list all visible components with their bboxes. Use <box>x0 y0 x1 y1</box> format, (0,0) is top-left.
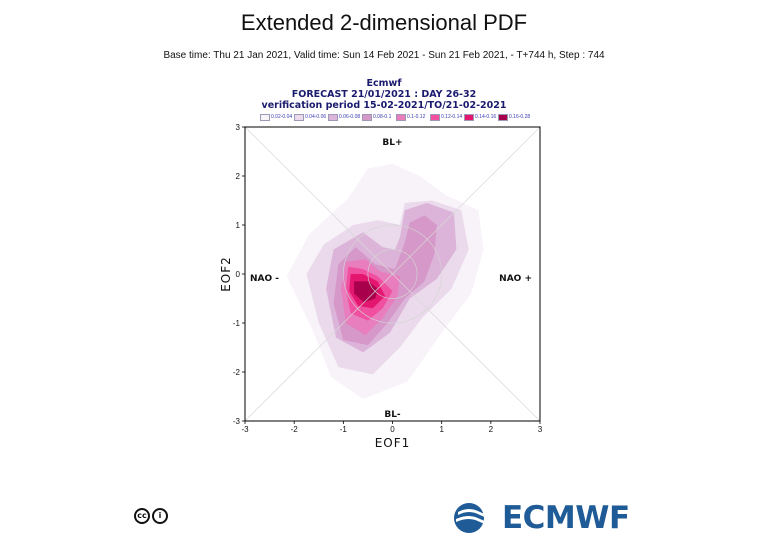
legend-label: 0.08-0.1 <box>373 114 392 120</box>
ecmwf-emblem-icon <box>454 503 498 533</box>
y-tick-label: -1 <box>233 319 241 328</box>
legend-label: 0.06-0.08 <box>339 114 361 120</box>
regime-label-top: BL+ <box>382 138 402 148</box>
diagonal-line <box>244 126 541 422</box>
y-tick-label: 0 <box>236 270 241 279</box>
legend-label: 0.16-0.28 <box>509 114 531 120</box>
y-tick-label: 1 <box>236 221 241 230</box>
by-icon: i <box>152 508 168 524</box>
x-tick-label: 0 <box>390 425 395 434</box>
y-tick-label: 2 <box>236 172 241 181</box>
legend-label: 0.02-0.04 <box>271 114 293 120</box>
x-tick-label: -3 <box>241 425 249 434</box>
legend-swatch <box>430 113 440 121</box>
legend-item: 0.06-0.08 <box>328 113 362 121</box>
legend-label: 0.1-0.12 <box>407 114 426 120</box>
regime-label-left: NAO - <box>250 274 279 284</box>
regime-label-right: NAO + <box>499 274 532 284</box>
x-tick-label: -2 <box>291 425 299 434</box>
guide-circle <box>367 249 418 299</box>
legend-label: 0.14-0.16 <box>475 114 497 120</box>
x-tick-label: 1 <box>439 425 444 434</box>
density-contour <box>354 281 378 303</box>
y-tick-label: 3 <box>236 123 241 132</box>
legend-swatch <box>294 113 304 121</box>
density-legend: 0.02-0.04 0.04-0.06 0.06-0.08 0.08-0.1 0.1-0… <box>260 112 532 122</box>
page-subtitle: Base time: Thu 21 Jan 2021, Valid time: … <box>163 50 605 61</box>
plot-header-verification: verification period 15-02-2021/TO/21-02-… <box>261 100 507 111</box>
y-axis-label: EOF2 <box>219 256 233 292</box>
x-tick-label: 3 <box>538 425 543 434</box>
legend-item: 0.04-0.06 <box>294 113 328 121</box>
legend-swatch <box>464 113 474 121</box>
y-tick-label: -2 <box>233 368 241 377</box>
page-title: Extended 2-dimensional PDF <box>240 10 528 35</box>
ecmwf-logo: ECMWF <box>452 500 630 536</box>
legend-item: 0.12-0.14 <box>430 113 464 121</box>
legend-item: 0.02-0.04 <box>260 113 294 121</box>
regime-label-bottom: BL- <box>384 410 401 420</box>
legend-item: 0.16-0.28 <box>498 113 532 121</box>
legend-swatch <box>362 113 372 121</box>
legend-item: 0.1-0.12 <box>396 113 430 121</box>
ecmwf-wordmark: ECMWF <box>502 500 630 536</box>
plot-header-model: Ecmwf <box>366 78 402 89</box>
legend-swatch <box>498 113 508 121</box>
cc-by-license-icon: cc i <box>134 508 168 524</box>
legend-item: 0.14-0.16 <box>464 113 498 121</box>
legend-label: 0.04-0.06 <box>305 114 327 120</box>
guide-circle <box>343 224 442 324</box>
legend-swatch <box>260 113 270 121</box>
cc-icon: cc <box>134 508 150 524</box>
legend-swatch <box>396 113 406 121</box>
legend-item: 0.08-0.1 <box>362 113 396 121</box>
x-tick-label: 2 <box>489 425 494 434</box>
y-tick-label: -3 <box>233 417 241 426</box>
plot-header-forecast: FORECAST 21/01/2021 : DAY 26-32 <box>291 89 477 100</box>
x-tick-label: -1 <box>340 425 348 434</box>
legend-label: 0.12-0.14 <box>441 114 463 120</box>
x-axis-label: EOF1 <box>375 436 411 450</box>
legend-swatch <box>328 113 338 121</box>
